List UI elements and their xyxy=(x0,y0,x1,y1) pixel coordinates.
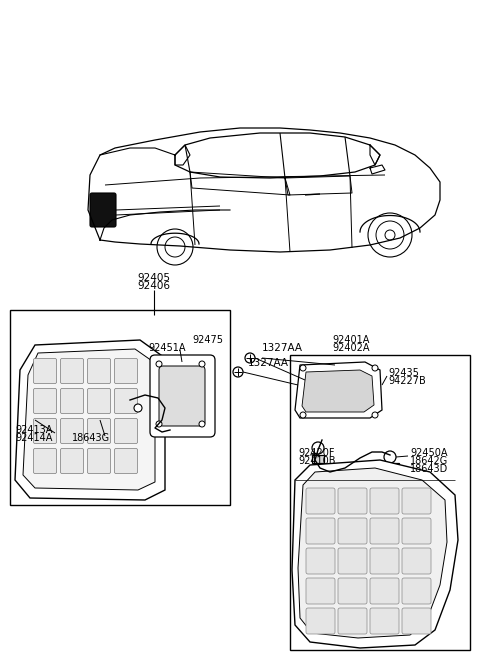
FancyBboxPatch shape xyxy=(370,578,399,604)
FancyBboxPatch shape xyxy=(402,578,431,604)
FancyBboxPatch shape xyxy=(150,355,215,437)
FancyBboxPatch shape xyxy=(87,449,110,474)
Text: 92450A: 92450A xyxy=(410,448,447,458)
Text: 92435: 92435 xyxy=(388,368,419,378)
FancyBboxPatch shape xyxy=(306,608,335,634)
FancyBboxPatch shape xyxy=(402,518,431,544)
FancyBboxPatch shape xyxy=(115,419,137,443)
FancyBboxPatch shape xyxy=(370,548,399,574)
Circle shape xyxy=(376,221,404,249)
Circle shape xyxy=(368,213,412,257)
FancyBboxPatch shape xyxy=(87,358,110,383)
Text: 92406: 92406 xyxy=(137,281,170,291)
FancyBboxPatch shape xyxy=(370,518,399,544)
FancyBboxPatch shape xyxy=(60,419,84,443)
Circle shape xyxy=(199,421,205,427)
Text: 92451A: 92451A xyxy=(148,343,185,353)
Text: 18643D: 18643D xyxy=(410,464,448,474)
FancyBboxPatch shape xyxy=(60,358,84,383)
Text: 18643G: 18643G xyxy=(72,433,110,443)
Text: 1327AA: 1327AA xyxy=(262,343,303,353)
Circle shape xyxy=(384,451,396,463)
Bar xyxy=(290,355,470,650)
FancyBboxPatch shape xyxy=(338,488,367,514)
FancyBboxPatch shape xyxy=(34,358,57,383)
Circle shape xyxy=(156,361,162,367)
Bar xyxy=(170,427,180,433)
Polygon shape xyxy=(23,349,155,490)
Circle shape xyxy=(156,421,162,427)
FancyBboxPatch shape xyxy=(306,548,335,574)
Circle shape xyxy=(300,412,306,418)
Text: 94227B: 94227B xyxy=(388,376,426,386)
FancyBboxPatch shape xyxy=(402,488,431,514)
Circle shape xyxy=(165,237,185,257)
Circle shape xyxy=(157,229,193,265)
FancyBboxPatch shape xyxy=(34,388,57,413)
Bar xyxy=(10,310,230,505)
Text: 92402A: 92402A xyxy=(332,343,370,353)
Polygon shape xyxy=(15,340,165,500)
FancyBboxPatch shape xyxy=(115,449,137,474)
Text: 92405: 92405 xyxy=(137,273,170,283)
FancyBboxPatch shape xyxy=(159,366,205,426)
FancyBboxPatch shape xyxy=(87,419,110,443)
FancyBboxPatch shape xyxy=(338,608,367,634)
FancyBboxPatch shape xyxy=(60,388,84,413)
Circle shape xyxy=(372,365,378,371)
FancyBboxPatch shape xyxy=(34,419,57,443)
FancyBboxPatch shape xyxy=(34,449,57,474)
Text: 18642G: 18642G xyxy=(410,456,448,466)
Polygon shape xyxy=(302,370,374,412)
Circle shape xyxy=(245,353,255,363)
Text: 92410B: 92410B xyxy=(298,456,336,466)
Polygon shape xyxy=(298,468,447,638)
FancyBboxPatch shape xyxy=(87,388,110,413)
FancyBboxPatch shape xyxy=(306,488,335,514)
Text: 92401A: 92401A xyxy=(332,335,370,345)
FancyBboxPatch shape xyxy=(306,578,335,604)
FancyBboxPatch shape xyxy=(338,518,367,544)
Text: 92414A: 92414A xyxy=(15,433,52,443)
FancyBboxPatch shape xyxy=(306,518,335,544)
FancyBboxPatch shape xyxy=(370,608,399,634)
Text: 92413A: 92413A xyxy=(15,425,52,435)
Bar xyxy=(168,425,182,435)
FancyBboxPatch shape xyxy=(402,548,431,574)
Circle shape xyxy=(233,367,243,377)
FancyBboxPatch shape xyxy=(115,388,137,413)
Circle shape xyxy=(300,365,306,371)
FancyBboxPatch shape xyxy=(338,548,367,574)
Circle shape xyxy=(134,404,142,412)
Bar xyxy=(385,463,399,472)
Circle shape xyxy=(312,442,324,454)
FancyBboxPatch shape xyxy=(402,608,431,634)
Polygon shape xyxy=(292,460,458,648)
Text: 92420F: 92420F xyxy=(298,448,335,458)
Text: 1327AA: 1327AA xyxy=(248,358,289,368)
Circle shape xyxy=(372,412,378,418)
Circle shape xyxy=(199,361,205,367)
FancyBboxPatch shape xyxy=(370,488,399,514)
FancyBboxPatch shape xyxy=(60,449,84,474)
Bar xyxy=(387,465,397,470)
Bar xyxy=(312,455,324,463)
FancyBboxPatch shape xyxy=(115,358,137,383)
Circle shape xyxy=(385,230,395,240)
FancyBboxPatch shape xyxy=(338,578,367,604)
Text: 92475: 92475 xyxy=(192,335,223,345)
FancyBboxPatch shape xyxy=(90,193,116,227)
Polygon shape xyxy=(295,362,382,418)
